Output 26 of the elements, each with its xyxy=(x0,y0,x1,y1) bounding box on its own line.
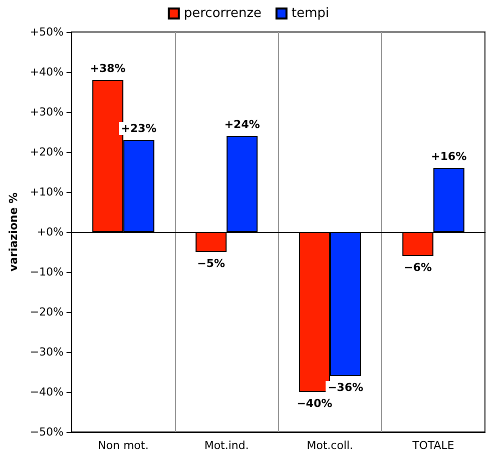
data-label: +38% xyxy=(90,62,126,75)
y-tick-label: +30% xyxy=(30,106,64,118)
x-tick-label: TOTALE xyxy=(411,439,454,452)
x-tick-label: Non mot. xyxy=(98,439,149,452)
y-tick-label: −30% xyxy=(30,346,64,358)
y-tick-label: −40% xyxy=(30,386,64,398)
y-axis-title: variazione % xyxy=(7,192,20,272)
y-tick-label: +10% xyxy=(30,186,64,198)
data-label: −5% xyxy=(197,257,226,270)
data-label: −36% xyxy=(328,381,364,394)
data-label: −40% xyxy=(296,397,332,410)
y-tick-label: +20% xyxy=(30,146,64,158)
y-tick-label: +0% xyxy=(36,226,64,238)
y-tick-label: +40% xyxy=(30,66,64,78)
legend-label: tempi xyxy=(292,6,330,21)
y-tick-label: +50% xyxy=(30,26,64,38)
data-label: +16% xyxy=(431,150,467,163)
y-tick-label: −20% xyxy=(30,306,64,318)
legend-label: percorrenze xyxy=(184,6,262,21)
data-label: +23% xyxy=(120,122,157,135)
x-tick-label: Mot.ind. xyxy=(204,439,249,452)
data-label: +24% xyxy=(224,118,260,131)
x-tick-label: Mot.coll. xyxy=(306,439,354,452)
y-tick-label: −50% xyxy=(30,426,64,438)
data-label: −6% xyxy=(404,261,432,274)
y-tick-label: −10% xyxy=(30,266,64,278)
